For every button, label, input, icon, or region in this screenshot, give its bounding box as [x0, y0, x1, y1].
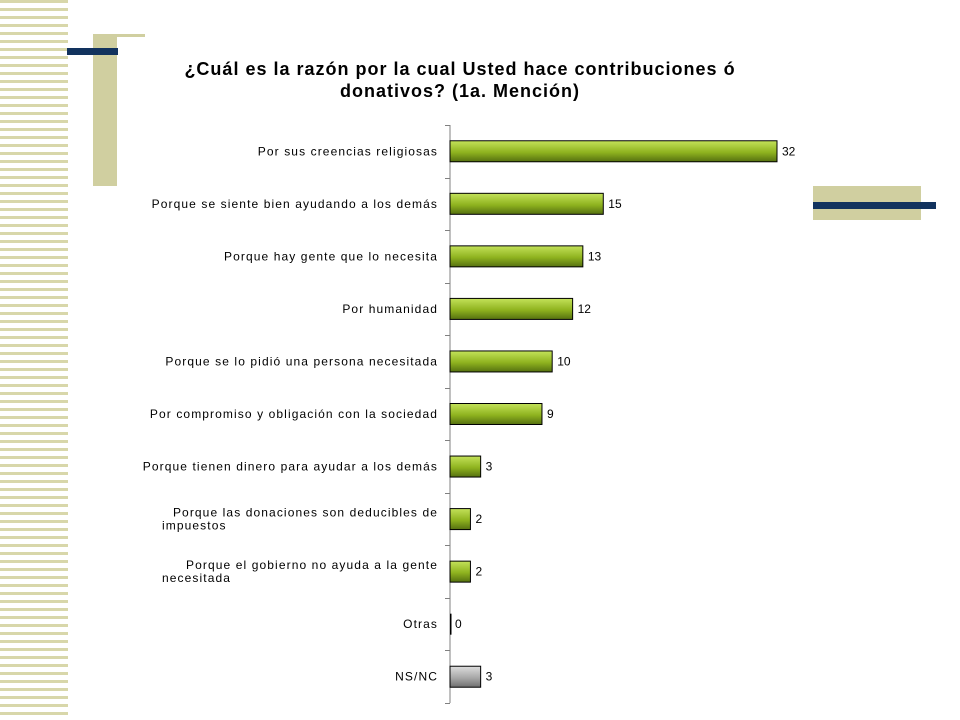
- bar: [450, 193, 603, 214]
- bar: [450, 561, 470, 582]
- data-label: 0: [455, 617, 462, 631]
- bar: [450, 141, 777, 162]
- category-label: Otras: [403, 617, 438, 631]
- bar: [450, 404, 542, 425]
- data-label: 15: [608, 197, 622, 211]
- category-label: impuestos: [162, 519, 227, 533]
- data-label: 3: [486, 460, 493, 474]
- category-label: Porque el gobierno no ayuda a la gente: [186, 558, 438, 572]
- bar: [450, 351, 552, 372]
- category-label: Por sus creencias religiosas: [258, 144, 438, 158]
- category-label: necesitada: [162, 571, 231, 585]
- data-label: 32: [782, 144, 796, 158]
- category-label: Por compromiso y obligación con la socie…: [150, 407, 438, 421]
- category-label: Porque las donaciones son deducibles de: [173, 506, 438, 520]
- category-label: Porque se lo pidió una persona necesitad…: [165, 354, 438, 368]
- category-label: Porque tienen dinero para ayudar a los d…: [143, 460, 438, 474]
- bar: [450, 298, 573, 319]
- data-label: 2: [475, 565, 482, 579]
- bar: [450, 614, 452, 635]
- data-label: 10: [557, 354, 571, 368]
- data-label: 3: [486, 670, 493, 684]
- bar: [450, 246, 583, 267]
- bar: [450, 666, 481, 687]
- data-label: 2: [475, 512, 482, 526]
- bar: [450, 509, 470, 530]
- category-label: Porque hay gente que lo necesita: [224, 249, 438, 263]
- bar: [450, 456, 481, 477]
- data-label: 13: [588, 249, 602, 263]
- data-label: 9: [547, 407, 554, 421]
- category-label: Por humanidad: [342, 302, 438, 316]
- category-label: Porque se siente bien ayudando a los dem…: [152, 197, 438, 211]
- category-label: NS/NC: [395, 670, 438, 684]
- data-label: 12: [578, 302, 592, 316]
